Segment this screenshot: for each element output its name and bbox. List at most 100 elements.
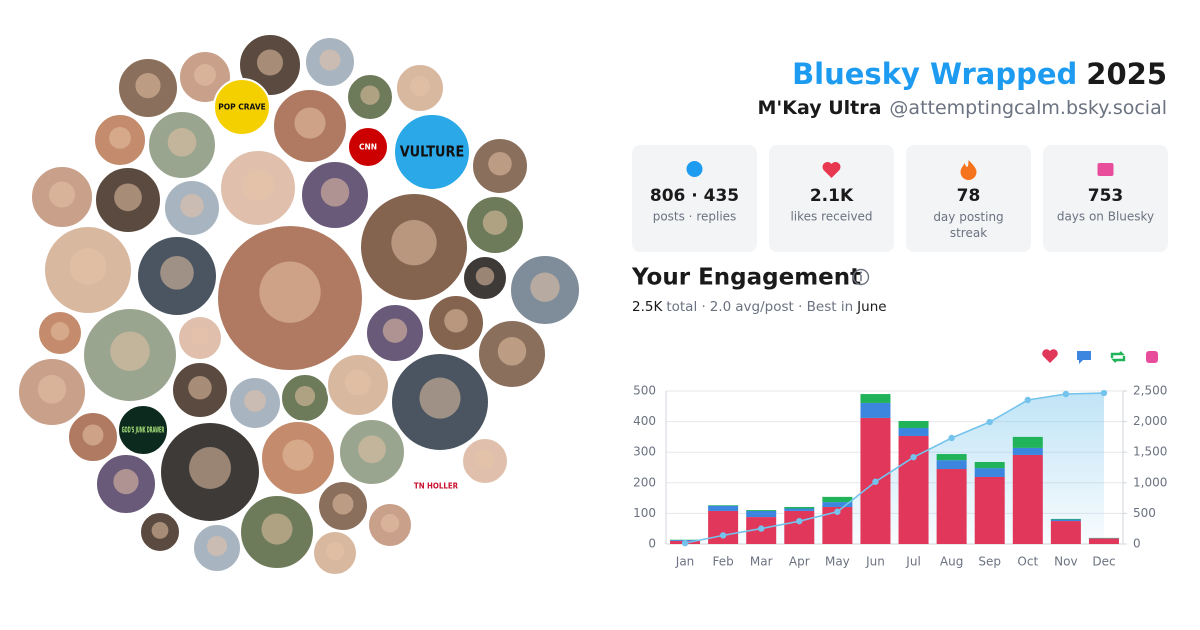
avatar-face (244, 390, 266, 412)
avatar-face (113, 469, 139, 495)
y2-tick-label: 500 (1133, 506, 1156, 520)
bar-segment (1050, 519, 1081, 522)
avatar-face (475, 267, 495, 286)
avatar-face (160, 255, 194, 290)
bar-segment (1088, 538, 1119, 544)
avatar-face (189, 447, 231, 489)
info-icon[interactable] (852, 268, 870, 286)
avatar-face (69, 248, 107, 285)
bar-segment (936, 454, 967, 461)
avatar-face (482, 210, 508, 235)
bar-segment (822, 502, 853, 507)
avatar-face (190, 327, 210, 346)
legend-icon[interactable] (1077, 351, 1091, 364)
bar-segment (898, 428, 929, 436)
y2-tick-label: 2,500 (1133, 384, 1167, 398)
avatar-face (319, 49, 341, 71)
avatar-face (180, 194, 204, 218)
cumulative-point (796, 517, 803, 525)
avatar-face (37, 375, 67, 404)
bar-segment (746, 510, 777, 518)
avatar-face (294, 107, 326, 139)
avatar-face (497, 337, 527, 366)
avatar-face (294, 386, 316, 407)
stat-card (632, 145, 757, 252)
x-tick-label: Oct (1017, 555, 1038, 569)
bar-segment (784, 506, 815, 509)
stat-card (1043, 145, 1168, 252)
engagement-chart: 0 100 200 300 400 500 0 500 1,000 1,500 2,000 2,500… (633, 349, 1167, 569)
avatar[interactable] (117, 404, 169, 456)
cumulative-line (684, 392, 1104, 544)
cumulative-point (1062, 390, 1070, 398)
y2-tick-label: 0 (1133, 537, 1141, 551)
engagement-summary: 2.5K total · 2.0 avg/post · Best in June (632, 299, 887, 315)
stat-card (769, 145, 894, 252)
summary-avg: 2.0 (710, 299, 731, 315)
avatar[interactable] (409, 459, 463, 513)
avatar-face (391, 220, 437, 266)
stat-icon (1097, 163, 1114, 176)
bar-segment (936, 460, 967, 470)
cumulative-point (681, 539, 689, 547)
avatar-logo-text: GOD'S JUNK DRAWER (122, 426, 165, 435)
stat-icon (960, 160, 977, 180)
x-tick-label: Jun (865, 555, 885, 569)
y2-tick-label: 2,000 (1133, 414, 1167, 428)
legend-icon[interactable] (1110, 351, 1126, 363)
y-tick-label: 300 (633, 445, 656, 459)
bar-segment (784, 510, 815, 544)
avatar-face (256, 49, 284, 76)
avatar-face (344, 369, 372, 396)
avatar-face (419, 377, 461, 419)
summary-avg-label: avg/post · Best in (735, 299, 853, 315)
avatar-face (242, 169, 274, 201)
avatar-face (48, 181, 76, 208)
y-tick-label: 200 (633, 475, 656, 489)
y2-tick-label: 1,000 (1133, 475, 1167, 489)
x-tick-label: Jul (905, 555, 920, 569)
avatar-face (409, 76, 431, 97)
title-year: 2025 (1086, 57, 1167, 91)
avatar[interactable] (213, 78, 271, 136)
avatar[interactable] (347, 126, 389, 168)
bar-segment (1012, 447, 1043, 455)
avatar-face (332, 493, 354, 515)
engagement-heading: Your Engagement (631, 265, 861, 291)
avatar-face (282, 439, 314, 471)
cumulative-point (1100, 389, 1108, 397)
cumulative-point (986, 418, 993, 426)
y-tick-label: 0 (648, 537, 656, 551)
avatar-face (151, 522, 169, 539)
y-tick-label: 500 (633, 384, 656, 398)
avatar-face (488, 152, 512, 176)
y-tick-label: 100 (633, 506, 656, 520)
avatar-logo-text: POP CRAVE (218, 103, 266, 112)
legend-icon[interactable] (1042, 349, 1058, 363)
avatar[interactable] (393, 113, 471, 191)
bar-segment (708, 505, 739, 511)
stat-card (906, 145, 1031, 252)
cumulative-point (872, 478, 879, 485)
avatar-face (475, 449, 495, 469)
avatar-face (82, 424, 104, 446)
avatar-face (109, 127, 131, 149)
avatar-logo-text: CNN (359, 143, 377, 152)
legend-icon[interactable] (1146, 351, 1158, 363)
bar-segment (1012, 436, 1043, 448)
cumulative-point (719, 532, 727, 539)
cumulative-point (758, 525, 765, 532)
stat-label: likes received (790, 210, 872, 224)
avatar-face (320, 178, 350, 207)
summary-best: June (856, 299, 886, 315)
avatar-face (259, 261, 321, 323)
bar-segment (974, 461, 1005, 469)
bar-segment (898, 420, 929, 429)
bar-segment (974, 476, 1005, 544)
x-tick-label: Apr (789, 555, 810, 569)
avatar-face (444, 309, 468, 333)
cumulative-point (834, 508, 841, 515)
bar-segment (784, 508, 815, 511)
